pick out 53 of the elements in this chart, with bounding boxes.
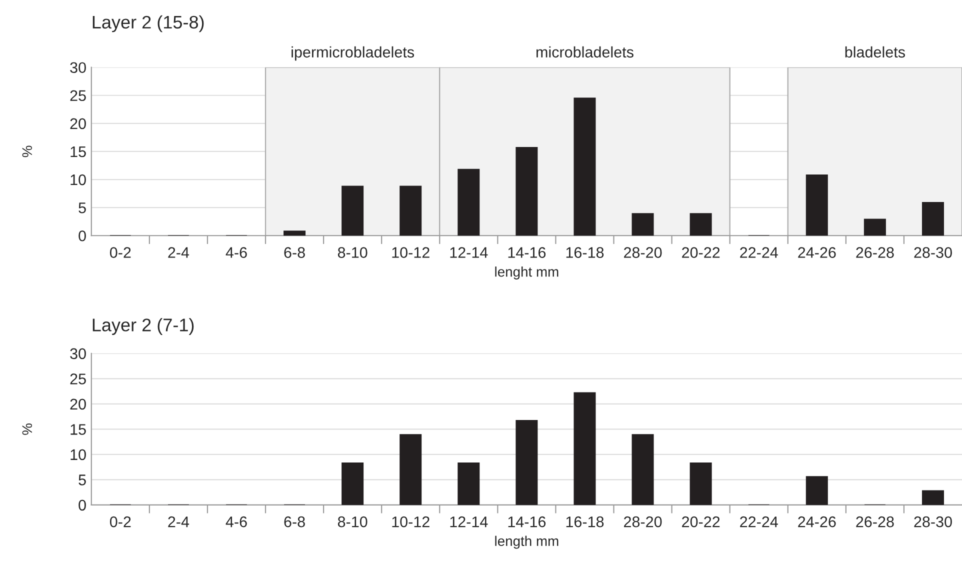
x-tick-label: 10-12: [392, 247, 430, 258]
x-tick-label: 20-22: [682, 247, 720, 258]
y-tick-label: 15: [70, 424, 86, 435]
x-tick-label: 4-6: [226, 516, 247, 528]
band-label: bladelets: [845, 46, 905, 58]
x-tick-label: 24-26: [798, 516, 836, 528]
x-tick-label: 22-24: [740, 516, 778, 528]
x-tick-label: 4-6: [226, 247, 247, 258]
x-tick-label: 28-30: [914, 516, 952, 528]
x-axis-title: length mm: [495, 536, 558, 549]
y-tick-label: 20: [70, 118, 86, 130]
x-tick-label: 28-30: [914, 247, 952, 258]
y-tick-label: 30: [70, 348, 86, 360]
x-tick-label: 2-4: [168, 516, 190, 528]
x-tick-label: 8-10: [338, 516, 368, 528]
chart-title: Layer 2 (7-1): [92, 318, 194, 335]
y-tick-label: 10: [70, 449, 86, 460]
y-tick-label: 5: [78, 202, 86, 214]
y-tick-label: 25: [70, 374, 86, 384]
x-tick-label: 28-20: [624, 516, 662, 528]
x-tick-label: 16-18: [566, 247, 604, 258]
x-axis-title: lenght mm: [495, 266, 558, 280]
x-tick-label: 0-2: [110, 516, 131, 528]
x-tick-label: 22-24: [740, 247, 778, 258]
y-tick-label: 0: [78, 500, 86, 511]
x-tick-label: 26-28: [856, 247, 894, 258]
chart-title: Layer 2 (15-8): [92, 15, 204, 32]
x-tick-label: 6-8: [284, 516, 305, 528]
x-tick-label: 2-4: [168, 247, 190, 258]
x-tick-label: 10-12: [392, 516, 430, 528]
band-label: microbladelets: [536, 46, 634, 58]
x-tick-label: 20-22: [682, 516, 720, 528]
band-label: ipermicrobladelets: [292, 46, 414, 61]
y-tick-label: 0: [78, 230, 86, 242]
x-tick-label: 26-28: [856, 516, 894, 528]
x-tick-label: 28-20: [624, 247, 662, 258]
y-tick-label: 25: [70, 90, 86, 102]
x-tick-label: 8-10: [338, 247, 368, 258]
x-tick-label: 12-14: [450, 516, 488, 528]
x-tick-label: 0-2: [110, 247, 131, 258]
y-tick-label: 15: [70, 146, 86, 158]
x-tick-label: 16-18: [566, 516, 604, 528]
y-tick-label: 20: [70, 398, 86, 410]
y-tick-label: 10: [70, 174, 86, 186]
x-tick-label: 24-26: [798, 247, 836, 258]
x-tick-label: 12-14: [450, 247, 488, 258]
x-tick-label: 14-16: [508, 516, 546, 528]
x-tick-label: 6-8: [284, 247, 305, 258]
y-axis-title: %: [22, 146, 32, 158]
y-tick-label: 5: [78, 474, 86, 486]
x-tick-label: 14-16: [508, 247, 546, 258]
y-tick-label: 30: [70, 62, 86, 74]
y-axis-title: %: [22, 423, 32, 435]
